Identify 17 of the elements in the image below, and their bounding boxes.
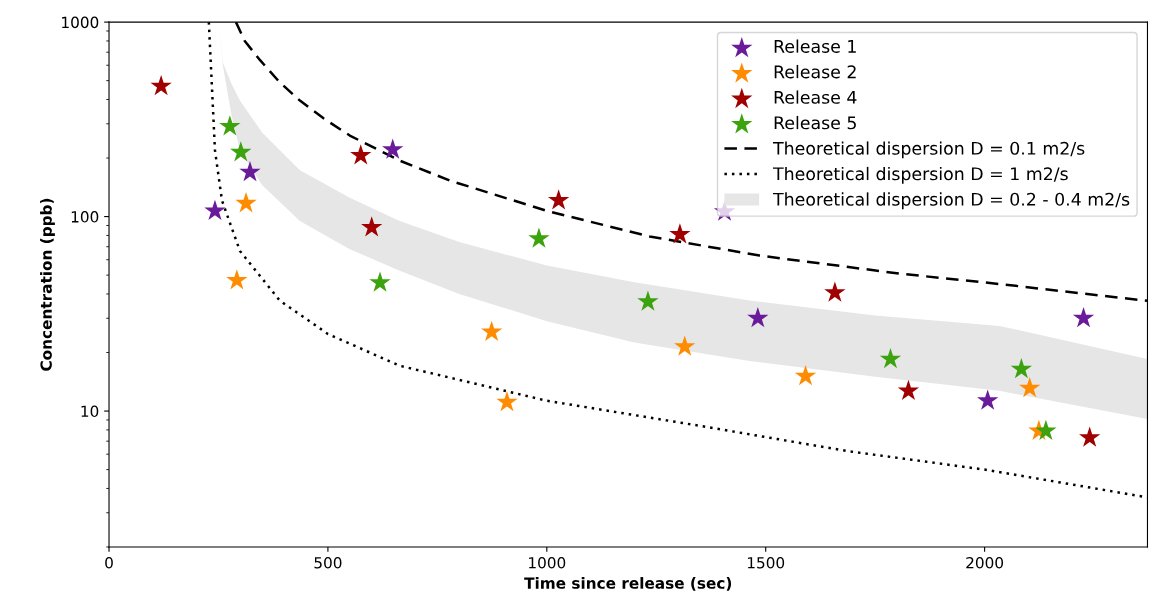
y-tick-label: 1000: [62, 16, 99, 29]
x-tick-label: 0: [105, 556, 113, 569]
legend-label: Theoretical dispersion D = 0.2 - 0.4 m2/s: [772, 192, 1130, 210]
legend-label: Theoretical dispersion D = 1 m2/s: [772, 166, 1068, 184]
x-tick-label: 1500: [747, 556, 785, 569]
legend-label: Release 2: [774, 64, 856, 79]
x-tick-label: 500: [314, 556, 342, 569]
y-tick-label: 100: [71, 211, 99, 223]
x-axis-title: Time since release (sec): [524, 577, 732, 591]
x-tick-label: 1000: [529, 556, 566, 569]
y-tick-label: 10: [81, 405, 99, 418]
legend-label: Release 1: [774, 39, 856, 53]
legend-label: Release 5: [774, 115, 856, 130]
y-axis-title: Concentration (ppb): [40, 198, 55, 371]
x-tick-label: 2000: [966, 556, 1004, 569]
legend-label: Theoretical dispersion D = 0.1 m2/s: [772, 141, 1085, 159]
legend-label: Release 4: [774, 90, 857, 104]
